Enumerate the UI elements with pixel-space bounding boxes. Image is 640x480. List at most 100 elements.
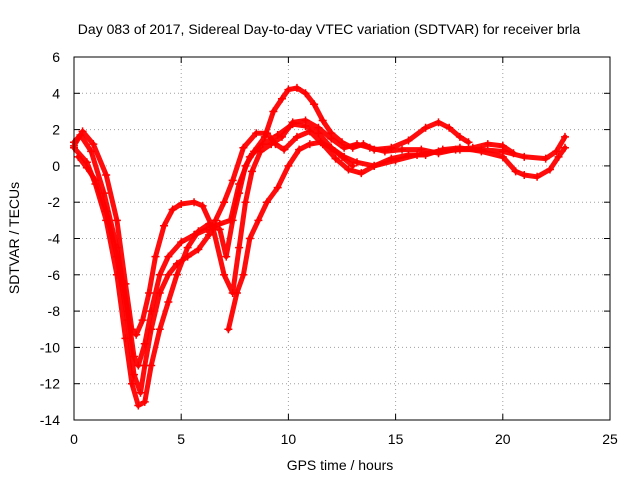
data-point — [370, 145, 379, 154]
data-point — [89, 140, 98, 149]
y-axis-label: SDTVAR / TECUs — [6, 182, 22, 294]
data-point — [533, 172, 542, 181]
data-point — [134, 401, 143, 410]
data-point — [560, 143, 569, 152]
data-point — [310, 100, 319, 109]
y-tick-label: 0 — [52, 158, 60, 174]
y-tick-label: -14 — [40, 412, 60, 428]
data-point — [560, 132, 569, 141]
data-point — [198, 201, 207, 210]
data-point — [130, 370, 139, 379]
data-point — [222, 252, 231, 261]
data-point — [498, 141, 507, 150]
y-tick-label: -4 — [48, 231, 61, 247]
data-point — [241, 198, 250, 207]
data-point — [280, 145, 289, 154]
data-point — [348, 143, 357, 152]
data-point — [145, 288, 154, 297]
data-series — [70, 83, 569, 410]
data-point — [404, 136, 413, 145]
data-point — [123, 316, 132, 325]
data-point — [445, 123, 454, 132]
x-tick-label: 25 — [602, 431, 618, 447]
data-point — [155, 270, 164, 279]
data-point — [292, 132, 301, 141]
data-point — [387, 154, 396, 163]
data-point — [190, 198, 199, 207]
y-axis: 6 4 2 0 -2 -4 -6 -8 -10 -12 -14 — [40, 49, 610, 428]
data-point — [316, 138, 325, 147]
series-line — [225, 139, 356, 332]
data-point — [353, 158, 362, 167]
data-point — [183, 243, 192, 252]
data-point — [228, 216, 237, 225]
data-point — [509, 149, 518, 158]
data-point — [127, 379, 136, 388]
data-point — [239, 143, 248, 152]
data-point — [477, 147, 486, 156]
data-point — [483, 140, 492, 149]
y-tick-label: -6 — [48, 267, 61, 283]
data-point — [194, 227, 203, 236]
y-tick-label: 6 — [52, 49, 60, 65]
data-point — [140, 397, 149, 406]
y-tick-label: 4 — [52, 85, 60, 101]
x-axis: 0 5 10 15 20 25 — [70, 57, 618, 447]
data-point — [359, 140, 368, 149]
data-point — [277, 94, 286, 103]
x-tick-label: 0 — [70, 431, 78, 447]
data-point — [112, 252, 121, 261]
data-point — [82, 163, 91, 172]
chart-title: Day 083 of 2017, Sidereal Day-to-day VTE… — [78, 21, 581, 37]
data-point — [271, 140, 280, 149]
data-point — [520, 152, 529, 161]
data-point — [235, 243, 244, 252]
data-point — [327, 143, 336, 152]
data-point — [338, 138, 346, 147]
data-point — [155, 325, 164, 334]
series-track-4 — [74, 127, 569, 397]
data-point — [235, 189, 244, 198]
data-point — [357, 169, 366, 178]
data-point — [177, 238, 186, 247]
data-point — [215, 225, 224, 234]
data-point — [136, 388, 145, 397]
data-point — [552, 147, 561, 156]
data-point — [183, 252, 192, 261]
y-tick-label: -8 — [48, 303, 61, 319]
data-point — [164, 298, 173, 307]
data-point — [464, 138, 473, 147]
data-point — [292, 83, 301, 92]
data-point — [102, 207, 111, 216]
data-point — [269, 107, 278, 116]
data-point — [545, 165, 554, 174]
data-point — [112, 216, 121, 225]
series-track-5 — [224, 138, 357, 334]
data-point — [301, 89, 310, 98]
data-point — [344, 165, 353, 174]
data-point — [314, 123, 323, 132]
data-point — [250, 147, 259, 156]
data-point — [164, 252, 173, 261]
data-point — [78, 127, 87, 136]
data-point — [273, 183, 282, 192]
data-point — [305, 140, 314, 149]
data-point — [554, 152, 563, 161]
data-point — [348, 161, 357, 170]
data-point — [172, 259, 181, 268]
data-point — [284, 85, 293, 94]
data-point — [520, 170, 529, 179]
y-tick-label: -2 — [48, 194, 61, 210]
data-point — [438, 145, 447, 154]
data-point — [211, 216, 220, 225]
data-point — [417, 145, 426, 154]
series-track-3 — [70, 83, 473, 410]
data-point — [232, 288, 241, 297]
data-point — [205, 230, 214, 239]
data-point — [455, 143, 464, 152]
data-point — [541, 154, 550, 163]
data-point — [91, 176, 100, 185]
data-point — [262, 198, 271, 207]
